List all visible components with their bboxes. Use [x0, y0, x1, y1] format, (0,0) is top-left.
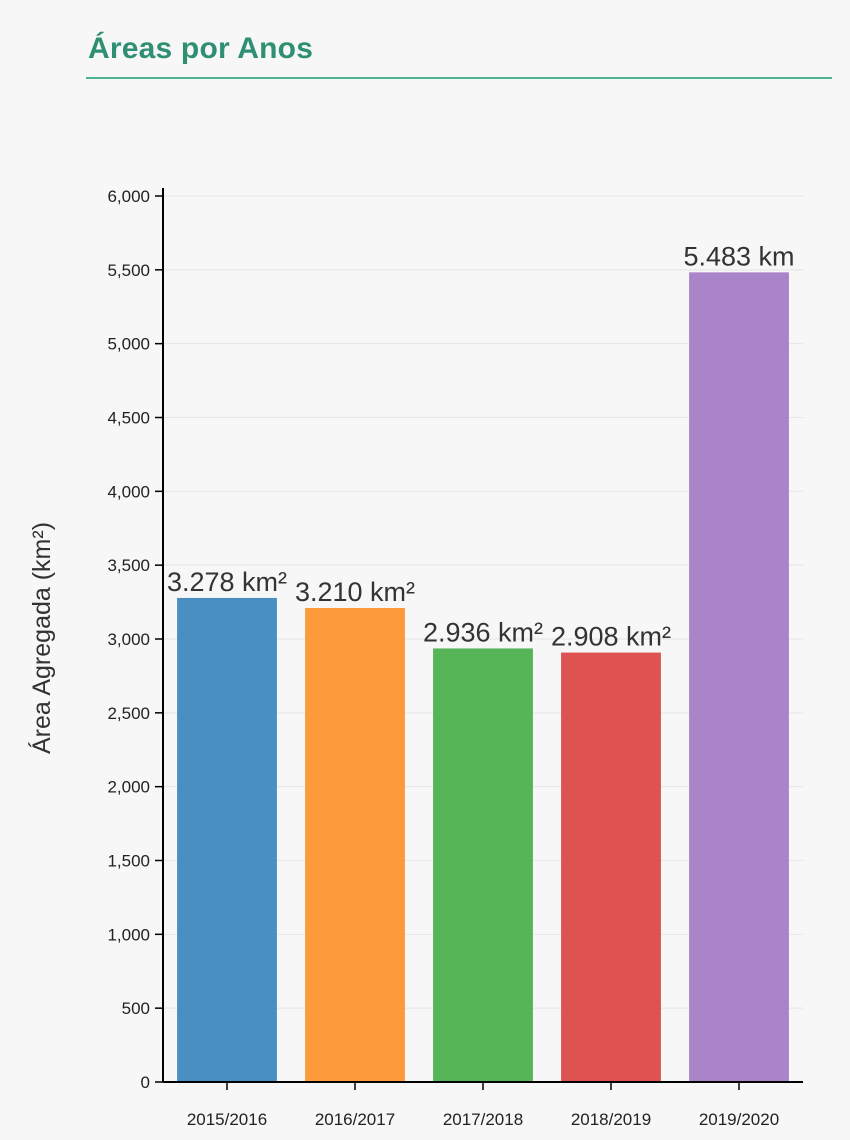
y-tick-label: 5,000: [107, 335, 150, 354]
bar: [561, 652, 661, 1082]
y-tick-label: 3,500: [107, 556, 150, 575]
x-tick-label: 2015/2016: [187, 1110, 267, 1129]
bar: [433, 648, 533, 1082]
data-labels: 3.278 km² 3.210 km² 2.936 km² 2.908 km² 5.48…: [167, 241, 795, 651]
bars: [177, 272, 789, 1083]
bar: [689, 272, 789, 1083]
y-tick-label: 1,500: [107, 852, 150, 871]
y-tick-label: 3,000: [107, 630, 150, 649]
panel-title: Áreas por Anos: [88, 32, 314, 65]
y-axis-title: Área Agregada (km²): [27, 522, 56, 754]
y-tick-label: 5,500: [107, 261, 150, 280]
x-tick-label: 2017/2018: [443, 1110, 523, 1129]
data-label: 5.483 km: [683, 241, 794, 271]
data-label: 2.908 km²: [551, 622, 671, 652]
y-tick-label: 4,000: [107, 482, 150, 501]
x-tick-label: 2018/2019: [571, 1110, 651, 1129]
data-label: 3.278 km²: [167, 567, 287, 597]
data-label: 3.210 km²: [295, 577, 415, 607]
y-tick-label: 4,500: [107, 409, 150, 428]
y-tick-label: 2,500: [107, 704, 150, 723]
y-tick-label: 2,000: [107, 778, 150, 797]
y-tick-label: 0: [141, 1073, 150, 1092]
x-tick-label: 2016/2017: [315, 1110, 395, 1129]
y-tick-label: 500: [122, 999, 150, 1018]
axes: 0 500 1,000 1,500 2,000 2,500 3,000 3,500 4,000 4…: [27, 187, 803, 1129]
x-tick-label: 2019/2020: [699, 1110, 779, 1129]
y-tick-label: 1,000: [107, 925, 150, 944]
bar: [305, 607, 405, 1082]
data-label: 2.936 km²: [423, 617, 543, 647]
title-divider: [86, 77, 832, 79]
y-tick-label: 6,000: [107, 187, 150, 206]
bar: [177, 597, 277, 1082]
